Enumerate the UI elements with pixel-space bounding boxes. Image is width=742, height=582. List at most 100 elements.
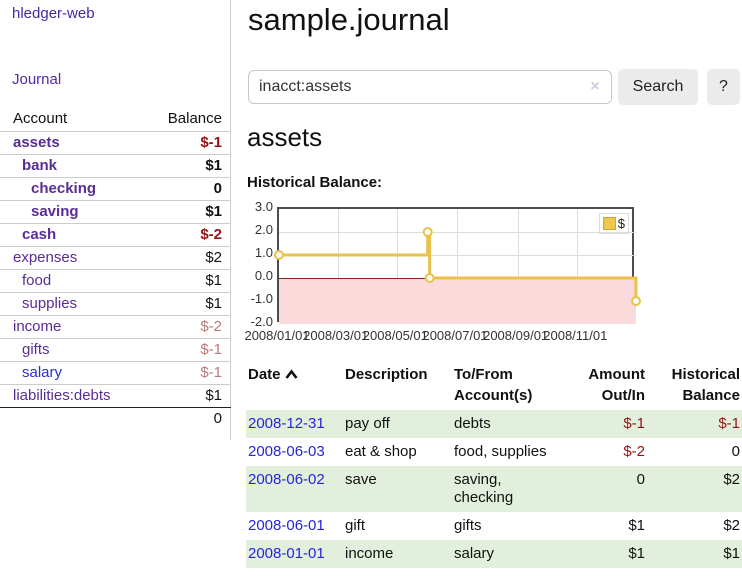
account-row: expenses $2 [0, 246, 231, 270]
transaction-accounts: gifts [454, 517, 482, 534]
transaction-description: save [345, 471, 377, 488]
transaction-accounts: food, supplies [454, 443, 547, 460]
transaction-balance: 0 [731, 443, 740, 460]
x-axis-tick-label: 2008/03/01 [303, 328, 369, 343]
account-link-food[interactable]: food [22, 272, 52, 289]
search-button[interactable]: Search [618, 69, 698, 105]
gridline [397, 209, 399, 324]
total-row: 0 [0, 407, 231, 430]
account-balance: $1 [146, 269, 231, 293]
gridline [279, 232, 636, 233]
register-table: Date Description To/From Account(s) Amou… [246, 362, 742, 568]
main-content: sample.journal × Search ? assets Histori… [244, 0, 742, 582]
account-link-saving[interactable]: saving [31, 203, 79, 220]
balance-step-line [274, 227, 641, 306]
transaction-accounts: debts [454, 415, 491, 432]
account-link-liabilities-debts[interactable]: liabilities:debts [13, 387, 111, 404]
register-table-header: Date Description To/From Account(s) Amou… [246, 362, 742, 410]
legend-swatch-icon [602, 217, 616, 230]
chart-legend: $ [598, 213, 629, 234]
transaction-amount: 0 [636, 471, 645, 488]
transaction-balance: $2 [723, 517, 740, 534]
transaction-date-link[interactable]: 2008-01-01 [248, 545, 325, 562]
transaction-date-link[interactable]: 2008-12-31 [248, 415, 325, 432]
date-column-header[interactable]: Date [246, 362, 343, 410]
account-row: assets $-1 [0, 131, 231, 155]
account-link-cash[interactable]: cash [22, 226, 57, 243]
transaction-amount: $-1 [623, 415, 645, 432]
account-title: assets [247, 122, 323, 152]
account-balance: 0 [146, 177, 231, 201]
account-link-income[interactable]: income [13, 318, 62, 335]
transaction-row: 2008-06-01 gift gifts $1 $2 [246, 512, 742, 540]
gridline [577, 209, 579, 324]
account-row: bank $1 [0, 154, 231, 178]
legend-series-label: $ [617, 216, 625, 231]
account-row: supplies $1 [0, 292, 231, 316]
page-title: sample.journal [248, 2, 450, 37]
transaction-amount: $1 [628, 545, 645, 562]
historical-balance-chart: $ 3.0 2.0 1.0 0.0 -1.0 -2.0 2008/01/01 2008/03/… [244, 199, 742, 352]
x-axis-tick-label: 2008/07/01 [422, 328, 488, 343]
help-button[interactable]: ? [707, 69, 740, 105]
account-balance: $-1 [146, 131, 231, 155]
transaction-date-link[interactable]: 2008-06-02 [248, 471, 325, 488]
brand-link[interactable]: hledger-web [12, 5, 95, 22]
sidebar: hledger-web Journal Account Balance asse… [0, 0, 231, 440]
account-row: salary $-1 [0, 361, 231, 385]
account-link-assets[interactable]: assets [13, 134, 60, 151]
account-row: income $-2 [0, 315, 231, 339]
x-axis-tick-label: 2008/01/01 [244, 328, 310, 343]
chart-title: Historical Balance: [247, 174, 383, 191]
y-axis-tick-label: -1.0 [250, 291, 273, 306]
transaction-accounts: saving, checking [454, 471, 514, 506]
transaction-amount: $1 [628, 517, 645, 534]
x-axis-tick-label: 2008/05/01 [362, 328, 428, 343]
account-link-bank[interactable]: bank [22, 157, 58, 174]
transaction-balance: $-1 [718, 415, 740, 432]
account-row: gifts $-1 [0, 338, 231, 362]
account-link-checking[interactable]: checking [31, 180, 97, 197]
transaction-description: eat & shop [345, 443, 417, 460]
search-bar: × Search ? [248, 69, 740, 105]
transaction-row: 2008-01-01 income salary $1 $1 [246, 540, 742, 568]
account-link-expenses[interactable]: expenses [13, 249, 78, 266]
account-balance: $-2 [146, 223, 231, 247]
transaction-row: 2008-06-03 eat & shop food, supplies $-2 0 [246, 438, 742, 466]
transaction-balance: $1 [723, 545, 740, 562]
account-link-supplies[interactable]: supplies [22, 295, 78, 312]
transaction-row: 2008-12-31 pay off debts $-1 $-1 [246, 410, 742, 438]
account-table-header: Account Balance [0, 107, 231, 132]
sort-ascending-icon [284, 369, 298, 379]
account-link-gifts[interactable]: gifts [22, 341, 50, 358]
y-axis-tick-label: 1.0 [254, 245, 273, 260]
data-point-marker [422, 227, 433, 237]
description-column-header: Description [345, 366, 428, 383]
account-row: saving $1 [0, 200, 231, 224]
account-balance: $-2 [146, 315, 231, 339]
transaction-description: gift [345, 517, 366, 534]
transaction-date-link[interactable]: 2008-06-01 [248, 517, 325, 534]
x-axis-tick-label: 2008/11/01 [543, 328, 608, 343]
search-input[interactable] [248, 70, 612, 104]
negative-region [279, 278, 636, 324]
account-row: checking 0 [0, 177, 231, 201]
transaction-accounts: salary [454, 545, 495, 562]
transaction-row: 2008-06-02 save saving, checking 0 $2 [246, 466, 742, 512]
account-balance: $-1 [146, 361, 231, 385]
account-balance: $1 [146, 154, 231, 178]
x-axis-tick-label: 2008/09/01 [483, 328, 549, 343]
amount-column-header: Amount Out/In [588, 366, 645, 404]
balance-column-header-main: Historical Balance [671, 366, 740, 404]
account-balance: $1 [146, 384, 231, 408]
account-row: food $1 [0, 269, 231, 293]
account-balance: $-1 [146, 338, 231, 362]
transaction-description: income [345, 545, 394, 562]
sidebar-item-journal[interactable]: Journal [12, 71, 62, 88]
balance-column-header: Balance [167, 110, 222, 127]
account-column-header: Account [13, 110, 68, 127]
account-link-salary[interactable]: salary [22, 364, 63, 381]
transaction-date-link[interactable]: 2008-06-03 [248, 443, 325, 460]
clear-search-icon[interactable]: × [590, 78, 600, 95]
